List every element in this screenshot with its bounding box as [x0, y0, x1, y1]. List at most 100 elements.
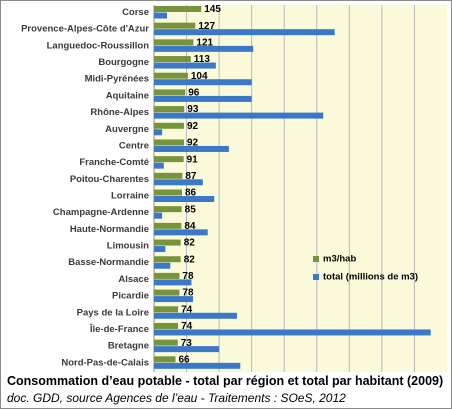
- bar-total-languedoc-roussillon: [154, 45, 254, 52]
- category-label-bretagne: Bretagne: [108, 341, 149, 352]
- category-label-bourgogne: Bourgogne: [98, 57, 149, 68]
- category-label-basse-normandie: Basse-Normandie: [68, 257, 149, 268]
- data-label-rhone-alpes: 93: [187, 104, 199, 115]
- data-label-languedoc-roussillon: 121: [196, 38, 213, 49]
- bar-m3-hab-champagne-ardenne: [154, 206, 182, 213]
- category-label-corse: Corse: [122, 7, 149, 18]
- bar-total-picardie: [154, 296, 194, 303]
- category-label-pays-de-la-loire: Pays de la Loire: [77, 307, 149, 318]
- bar-m3-hab-alsace: [154, 272, 180, 279]
- bar-m3-hab-aquitaine: [154, 89, 186, 96]
- bar-m3-hab-provence-alpes-cote-d-azur: [154, 22, 196, 29]
- bar-total-centre: [154, 145, 229, 152]
- data-label-aquitaine: 96: [188, 88, 200, 99]
- data-label-pays-de-la-loire: 74: [181, 304, 193, 315]
- data-label-centre: 92: [187, 138, 199, 149]
- bar-m3-hab-corse: [154, 6, 202, 12]
- legend-swatch-total-millions-de-m3: [313, 274, 319, 280]
- category-label-rhone-alpes: Rhône-Alpes: [90, 107, 149, 118]
- bar-m3-hab-rhone-alpes: [154, 106, 185, 113]
- data-labels: 145 127 121 113 104 96 93 92 92 91 87 86 85 84 82 82 78 7…: [178, 4, 221, 365]
- bar-m3-hab-auvergne: [154, 122, 184, 129]
- bar-total-franche-comte: [154, 162, 164, 169]
- category-label-auvergne: Auvergne: [105, 124, 149, 135]
- category-label-lorraine: Lorraine: [111, 191, 149, 202]
- category-label-nord-pas-de-calais: Nord-Pas-de-Calais: [61, 357, 149, 368]
- bar-total-limousin: [154, 246, 166, 253]
- bar-total-pays-de-la-loire: [154, 312, 238, 319]
- category-label-centre: Centre: [119, 140, 149, 151]
- bar-m3-hab-pays-de-la-loire: [154, 306, 179, 313]
- category-label-alsace: Alsace: [118, 274, 149, 285]
- bar-total-aquitaine: [154, 95, 252, 102]
- bar-total-corse: [154, 12, 168, 19]
- bar-m3-hab-lorraine: [154, 189, 182, 196]
- bar-total-rhone-alpes: [154, 112, 324, 119]
- bar-m3-hab-ile-de-france: [154, 322, 179, 329]
- category-label-champagne-ardenne: Champagne-Ardenne: [53, 207, 149, 218]
- data-label-haute-normandie: 84: [184, 221, 196, 232]
- bar-m3-hab-poitou-charentes: [154, 172, 183, 179]
- category-label-provence-alpes-cote-d-azur: Provence-Alpes-Côte d'Azur: [21, 24, 149, 35]
- data-label-ile-de-france: 74: [181, 321, 193, 332]
- data-label-alsace: 78: [182, 271, 194, 282]
- bar-m3-hab-basse-normandie: [154, 256, 181, 263]
- category-label-midi-pyrenees: Midi-Pyrénées: [85, 74, 149, 85]
- legend-label-total-millions-de-m3: total (millions de m3): [323, 272, 418, 283]
- category-label-poitou-charentes: Poitou-Charentes: [70, 174, 149, 185]
- bar-total-ile-de-france: [154, 329, 431, 336]
- data-label-nord-pas-de-calais: 66: [178, 354, 190, 365]
- bar-total-alsace: [154, 279, 192, 286]
- legend-swatch-m3-hab: [313, 256, 319, 262]
- bar-total-champagne-ardenne: [154, 212, 163, 219]
- data-label-picardie: 78: [182, 288, 194, 299]
- category-label-aquitaine: Aquitaine: [106, 90, 149, 101]
- data-label-bourgogne: 113: [194, 54, 211, 65]
- data-label-provence-alpes-cote-d-azur: 127: [198, 21, 215, 32]
- bar-chart: Corse Provence-Alpes-Côte d'Azur Languedoc…: [21, 4, 447, 372]
- data-label-bretagne: 73: [181, 338, 193, 349]
- bar-m3-hab-nord-pas-de-calais: [154, 356, 176, 363]
- chart-caption-title: Consommation d’eau potable - total par r…: [7, 374, 444, 388]
- bar-m3-hab-midi-pyrenees: [154, 72, 188, 79]
- bar-m3-hab-bretagne: [154, 339, 178, 346]
- category-label-haute-normandie: Haute-Normandie: [70, 224, 149, 235]
- category-labels: Corse Provence-Alpes-Côte d'Azur Languedoc…: [21, 7, 149, 368]
- bar-total-poitou-charentes: [154, 179, 203, 186]
- bar-total-provence-alpes-cote-d-azur: [154, 29, 335, 36]
- bar-m3-hab-haute-normandie: [154, 222, 182, 229]
- data-label-auvergne: 92: [187, 121, 199, 132]
- bar-total-nord-pas-de-calais: [154, 362, 241, 369]
- bar-m3-hab-bourgogne: [154, 56, 191, 63]
- data-label-poitou-charentes: 87: [185, 171, 197, 182]
- data-label-franche-comte: 91: [187, 154, 199, 165]
- bar-m3-hab-languedoc-roussillon: [154, 39, 194, 46]
- data-label-limousin: 82: [184, 238, 196, 249]
- bar-total-basse-normandie: [154, 262, 171, 269]
- bar-total-auvergne: [154, 129, 163, 136]
- bar-m3-hab-limousin: [154, 239, 181, 246]
- chart-caption-source: doc. GDD, source Agences de l’eau - Trai…: [7, 391, 346, 405]
- bar-m3-hab-picardie: [154, 289, 180, 296]
- bar-m3-hab-centre: [154, 139, 184, 146]
- data-label-lorraine: 86: [185, 188, 197, 199]
- bar-total-haute-normandie: [154, 229, 208, 236]
- category-label-ile-de-france: Île-de-France: [89, 323, 149, 335]
- category-label-franche-comte: Franche-Comté: [79, 157, 149, 168]
- bars: [154, 6, 431, 369]
- bar-total-midi-pyrenees: [154, 79, 252, 86]
- legend-label-m3-hab: m3/hab: [323, 254, 356, 265]
- bar-total-bretagne: [154, 346, 220, 353]
- legend: m3/hab total (millions de m3): [313, 254, 418, 283]
- bar-total-lorraine: [154, 196, 215, 202]
- data-label-corse: 145: [204, 4, 221, 15]
- data-label-midi-pyrenees: 104: [191, 71, 208, 82]
- category-label-picardie: Picardie: [112, 291, 149, 302]
- category-label-limousin: Limousin: [107, 241, 149, 252]
- data-label-champagne-ardenne: 85: [185, 204, 197, 215]
- bar-total-bourgogne: [154, 62, 216, 69]
- data-label-basse-normandie: 82: [184, 254, 196, 265]
- category-label-languedoc-roussillon: Languedoc-Roussillon: [47, 40, 150, 51]
- bar-m3-hab-franche-comte: [154, 156, 184, 163]
